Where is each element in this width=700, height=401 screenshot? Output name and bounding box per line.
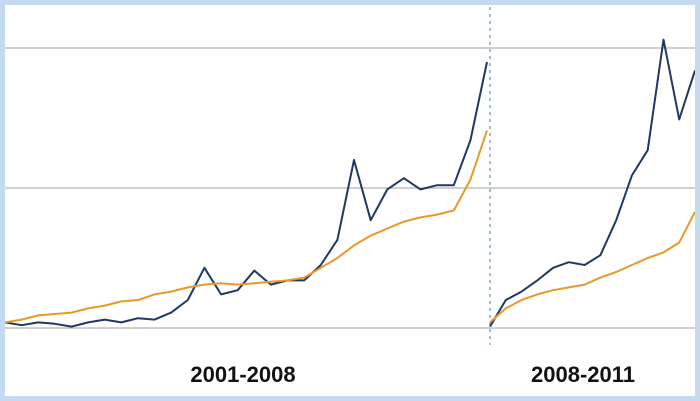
period-label: 2001-2008 [190,362,295,387]
series-line [4,130,488,324]
series-line [489,38,696,328]
period-label: 2008-2011 [531,362,635,387]
series-line [4,61,488,328]
series-line [489,211,696,324]
